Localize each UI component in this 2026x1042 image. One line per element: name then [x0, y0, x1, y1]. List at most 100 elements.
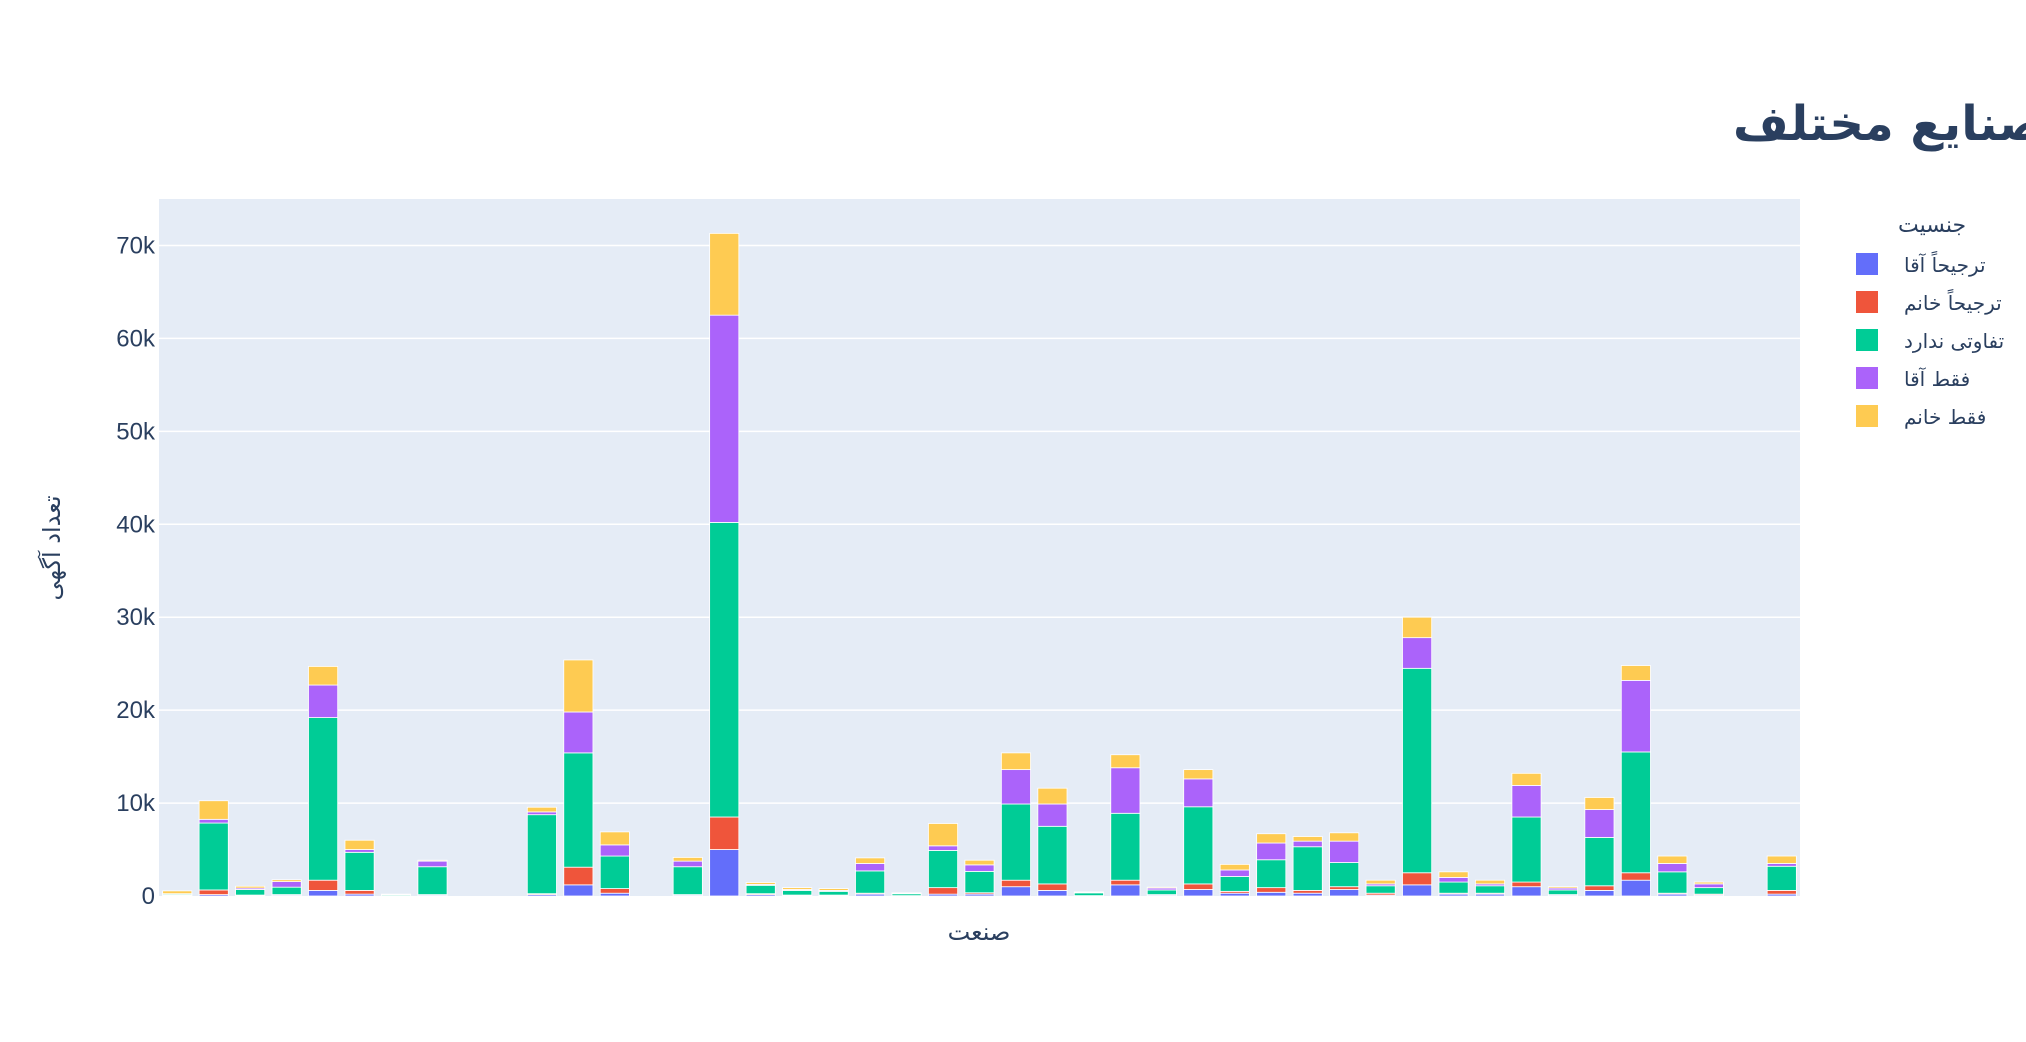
- bar-26-series-1: [1110, 879, 1141, 886]
- bar-16-series-4: [745, 882, 776, 885]
- bar-35-series-4: [1438, 871, 1469, 878]
- y-tick-label-5: 50k: [116, 418, 156, 445]
- bar-14-series-3: [672, 860, 703, 868]
- bar-28-series-0: [1183, 889, 1214, 897]
- bar-39-series-4: [1584, 797, 1615, 810]
- bar-44-series-3: [1766, 863, 1797, 867]
- bar-29-series-0: [1219, 892, 1250, 897]
- bar-4-series-0: [308, 890, 339, 897]
- bar-32-series-4: [1329, 832, 1360, 842]
- bar-36-series-4: [1475, 879, 1506, 885]
- bar-40-series-4: [1620, 665, 1651, 681]
- bar-44-series-4: [1766, 855, 1797, 864]
- y-tick-label-3: 30k: [116, 604, 156, 631]
- bar-44-series-1: [1766, 890, 1797, 895]
- bar-35-series-3: [1438, 877, 1469, 883]
- bar-29-series-3: [1219, 869, 1250, 877]
- bar-34-series-2: [1402, 667, 1433, 874]
- bar-16-series-2: [745, 884, 776, 895]
- legend-items: ترجیحاً آقا ترجیحاً خانم تفاوتی ندارد فقط آ…: [1856, 251, 2004, 429]
- y-tick-label-4: 40k: [116, 511, 156, 538]
- bar-21-series-4: [928, 823, 959, 847]
- legend-swatch-2: [1856, 329, 1878, 351]
- bar-12-series-2: [599, 855, 630, 889]
- bar-15-series-4: [709, 232, 740, 316]
- bars: [162, 232, 1797, 897]
- bar-24-series-3: [1037, 803, 1068, 827]
- legend-label-0: ترجیحاً آقا: [1904, 251, 1986, 277]
- bar-12-series-1: [599, 888, 630, 894]
- bar-1-series-4: [198, 800, 229, 820]
- bar-12-series-0: [599, 892, 630, 897]
- bar-10-series-4: [526, 806, 557, 813]
- bar-23-series-3: [1000, 769, 1031, 805]
- bar-24-series-2: [1037, 825, 1068, 885]
- legend-title: جنسیت: [1898, 213, 1966, 238]
- bar-34-series-0: [1402, 884, 1433, 897]
- bar-18-series-4: [818, 888, 849, 891]
- y-tick-label-7: 70k: [116, 232, 156, 259]
- bar-4-series-2: [308, 717, 339, 881]
- legend-label-1: ترجیحاً خانم: [1904, 289, 2002, 315]
- bar-31-series-2: [1292, 846, 1323, 891]
- bar-12-series-4: [599, 831, 630, 846]
- bar-22-series-2: [964, 870, 995, 894]
- bar-1-series-2: [198, 822, 229, 891]
- bar-42-series-3: [1693, 883, 1724, 889]
- bar-15-series-1: [709, 816, 740, 850]
- bar-12-series-3: [599, 844, 630, 857]
- legend: جنسیت ترجیحاً آقا ترجیحاً خانم تفاوتی ندار…: [1856, 213, 2004, 429]
- bar-32-series-2: [1329, 862, 1360, 888]
- bar-21-series-3: [928, 845, 959, 851]
- y-tick-label-0: 0: [142, 883, 155, 910]
- bar-28-series-1: [1183, 883, 1214, 890]
- bar-25-series-2: [1073, 892, 1104, 897]
- bar-11-series-0: [563, 884, 594, 897]
- bar-29-series-4: [1219, 864, 1250, 871]
- bar-27-series-4: [1146, 886, 1177, 889]
- bar-32-series-0: [1329, 889, 1360, 897]
- bar-18-series-2: [818, 890, 849, 896]
- bar-26-series-3: [1110, 767, 1141, 814]
- bar-28-series-4: [1183, 769, 1214, 780]
- bar-10-series-3: [526, 811, 557, 816]
- y-tick-label-2: 20k: [116, 697, 156, 724]
- bar-2-series-4: [235, 885, 266, 889]
- bar-1-series-3: [198, 818, 229, 824]
- bar-37-series-4: [1511, 772, 1542, 786]
- bar-39-series-0: [1584, 890, 1615, 897]
- bar-7-series-2: [417, 866, 448, 896]
- bar-41-series-3: [1657, 863, 1688, 873]
- bar-21-series-1: [928, 887, 959, 895]
- bar-29-series-2: [1219, 876, 1250, 892]
- bar-26-series-0: [1110, 884, 1141, 897]
- bar-15-series-3: [709, 314, 740, 523]
- bar-2-series-2: [235, 889, 266, 896]
- bar-30-series-0: [1256, 891, 1287, 897]
- bar-17-series-2: [782, 890, 813, 896]
- bar-30-series-4: [1256, 833, 1287, 844]
- bar-26-series-2: [1110, 812, 1141, 881]
- bar-28-series-2: [1183, 806, 1214, 885]
- bar-30-series-2: [1256, 859, 1287, 889]
- bar-10-series-2: [526, 814, 557, 895]
- grid-lines: [159, 244, 1800, 804]
- legend-swatch-1: [1856, 291, 1878, 313]
- bar-32-series-1: [1329, 886, 1360, 890]
- bar-23-series-1: [1000, 879, 1031, 888]
- bar-42-series-4: [1693, 881, 1724, 885]
- bar-24-series-1: [1037, 883, 1068, 891]
- bar-37-series-2: [1511, 816, 1542, 883]
- bar-32-series-3: [1329, 840, 1360, 863]
- bar-40-series-2: [1620, 751, 1651, 874]
- bar-39-series-2: [1584, 837, 1615, 887]
- bar-35-series-2: [1438, 881, 1469, 894]
- bar-3-series-4: [271, 879, 302, 882]
- bar-30-series-1: [1256, 887, 1287, 893]
- bar-14-series-4: [672, 857, 703, 862]
- bar-37-series-1: [1511, 881, 1542, 888]
- bar-19-series-3: [855, 863, 886, 872]
- bar-4-series-3: [308, 684, 339, 718]
- bar-7-series-3: [417, 860, 448, 868]
- bar-42-series-2: [1693, 887, 1724, 895]
